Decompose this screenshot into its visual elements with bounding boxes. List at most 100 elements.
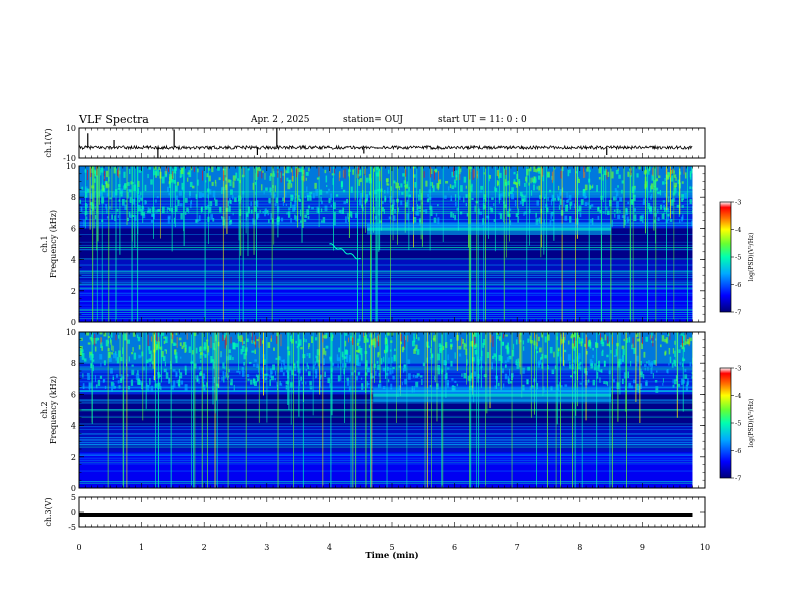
ch2-spectrogram-speckle xyxy=(250,332,252,337)
ch1-spectrogram-hline xyxy=(79,309,693,310)
ch1-spectrogram-hotspot xyxy=(630,167,632,176)
ch1-spectrogram-speckle xyxy=(493,219,496,222)
ch1-spectrogram-hotspot xyxy=(291,169,293,182)
ch1-spectrogram-speckle xyxy=(348,169,350,177)
ch1-spectrogram-sferic xyxy=(484,166,486,322)
ch2-spectrogram-speckle xyxy=(557,351,560,357)
ch2-spectrogram-hotspot xyxy=(224,337,226,349)
ch2-spectrogram-speckle xyxy=(236,370,240,373)
ch2-spectrogram-sferic xyxy=(290,332,292,425)
ch2-spectrogram-speckle xyxy=(140,380,144,386)
ch2-spectrogram-speckle xyxy=(149,378,151,385)
ch2-spectrogram-speckle xyxy=(450,360,453,367)
ch1-spectrogram-speckle xyxy=(536,186,538,190)
ch1-spectrogram-speckle xyxy=(314,182,317,189)
ch1-spectrogram-sferic xyxy=(509,166,510,242)
ch2-spectrogram-speckle xyxy=(358,371,361,375)
ch2-spectrogram-speckle xyxy=(264,373,267,377)
ch1-spectrogram-speckle xyxy=(218,177,221,181)
ch2-spectrogram-speckle xyxy=(621,378,624,385)
ch2-spectrogram-hline xyxy=(79,387,693,389)
ch2-spectrogram-hline xyxy=(79,440,693,442)
ch2-spectrogram-speckle xyxy=(682,335,686,341)
ch2-spectrogram-speckle xyxy=(318,359,320,363)
ch1-spectrogram-speckle xyxy=(567,198,569,203)
ch2-spectrogram-speckle xyxy=(210,356,213,363)
ch1-spectrogram-sferic xyxy=(226,166,228,234)
ch1-spectrogram-hotspot xyxy=(87,170,89,181)
ch2-spectrogram-speckle xyxy=(577,355,580,360)
ch2-spectrogram-speckle xyxy=(604,334,607,341)
ch2-spectrogram-speckle xyxy=(501,356,503,363)
ch2-spectrogram-speckle xyxy=(165,349,167,354)
ch1-spectrogram-speckle xyxy=(290,183,293,188)
ch2-spectrogram-speckle xyxy=(101,346,103,351)
ch2-spectrogram-sferic xyxy=(577,332,578,407)
ch2-spectrogram-speckle xyxy=(165,336,168,344)
ch1-spectrogram-speckle xyxy=(298,168,300,173)
ch2-spectrogram-speckle xyxy=(584,343,586,347)
ch1-spectrogram-speckle xyxy=(451,185,455,190)
ch2-spectrogram-speckle xyxy=(430,353,434,358)
ch2-spectrogram-speckle xyxy=(571,343,575,349)
ch1-spectrogram-hotspot xyxy=(364,168,366,176)
ch1-spectrogram-sferic xyxy=(610,166,612,322)
ch1-spectrogram-hline xyxy=(79,209,693,211)
ch1-spectrogram-speckle xyxy=(195,219,197,223)
ch2-spectrogram-speckle xyxy=(269,379,271,387)
ch2-spectrogram-hline xyxy=(79,481,693,483)
ch1-spectrogram-speckle xyxy=(684,172,687,179)
ch1-spectrogram-sferic xyxy=(196,166,198,224)
ch2-spectrogram-speckle xyxy=(199,347,202,352)
ch2-spectrogram-speckle xyxy=(502,383,505,389)
x-tick-label-6: 6 xyxy=(452,543,457,552)
ch1-spectrogram-speckle xyxy=(287,211,291,218)
ch1-spectrogram-sferic xyxy=(98,166,100,205)
ch1-spectrogram-speckle xyxy=(651,174,654,181)
ch1-spectrogram-speckle xyxy=(474,205,476,213)
ch1-spectrogram-speckle xyxy=(633,214,637,222)
ch1-colorbar-tick-label-4: -7 xyxy=(735,309,741,317)
ch2-spectrogram-speckle xyxy=(277,385,279,391)
ch2-spectrogram-speckle xyxy=(242,341,245,345)
ch2-spectrogram-sferic xyxy=(298,332,300,417)
ch1-spectrogram-speckle xyxy=(499,213,503,219)
ch1-spectrogram-speckle xyxy=(252,182,255,190)
ch1-spectrogram-speckle xyxy=(117,215,119,218)
ch2-spectrogram-sferic xyxy=(445,332,447,398)
ch2-spectrogram-speckle xyxy=(672,348,675,354)
ch1-spectrogram-speckle xyxy=(393,180,396,184)
ch1-spectrogram-hotspot xyxy=(657,166,659,176)
ch1-spectrogram-speckle xyxy=(117,184,121,188)
ch2-spectrogram-speckle xyxy=(651,332,653,339)
ch2-spectrogram-hotspot xyxy=(147,334,149,346)
ch2-spectrogram-ytick-label-5: 10 xyxy=(66,328,76,337)
ch1-spectrogram-sferic xyxy=(108,166,110,322)
ch2-spectrogram-speckle xyxy=(212,342,215,350)
ch2-spectrogram-speckle xyxy=(655,370,658,373)
ch1-spectrogram-speckle xyxy=(239,220,241,224)
ch1-spectrogram-speckle xyxy=(105,183,108,189)
ch2-spectrogram-sferic xyxy=(277,332,279,488)
ch2-spectrogram-hotspot xyxy=(474,336,476,346)
ch2-spectrogram-hline xyxy=(79,423,693,425)
ch1-spectrogram-sferic xyxy=(390,166,392,322)
ch1-spectrogram-speckle xyxy=(453,179,457,184)
ch1-spectrogram-speckle xyxy=(583,192,587,199)
ch1-spectrogram-speckle xyxy=(210,214,214,220)
ch1-spectrogram-speckle xyxy=(316,177,320,180)
ch2-spectrogram-speckle xyxy=(532,385,534,389)
ch1-spectrogram-speckle xyxy=(525,177,528,182)
ch1-spectrogram-speckle xyxy=(105,204,108,209)
ch1-spectrogram-speckle xyxy=(579,212,582,218)
ch1-spectrogram-speckle xyxy=(197,179,199,186)
ch2-spectrogram-speckle xyxy=(434,375,436,381)
ch2-spectrogram-speckle xyxy=(310,336,313,344)
ch1-spectrogram-sferic xyxy=(470,166,472,322)
ch2-spectrogram-sferic xyxy=(263,332,264,396)
ch2-spectrogram-speckle xyxy=(443,360,446,366)
ch2-spectrogram-speckle xyxy=(401,381,403,386)
ch1-spectrogram-sferic xyxy=(371,166,372,322)
ch1-spectrogram-speckle xyxy=(179,190,183,196)
ch1-spectrogram-hline xyxy=(79,282,693,283)
